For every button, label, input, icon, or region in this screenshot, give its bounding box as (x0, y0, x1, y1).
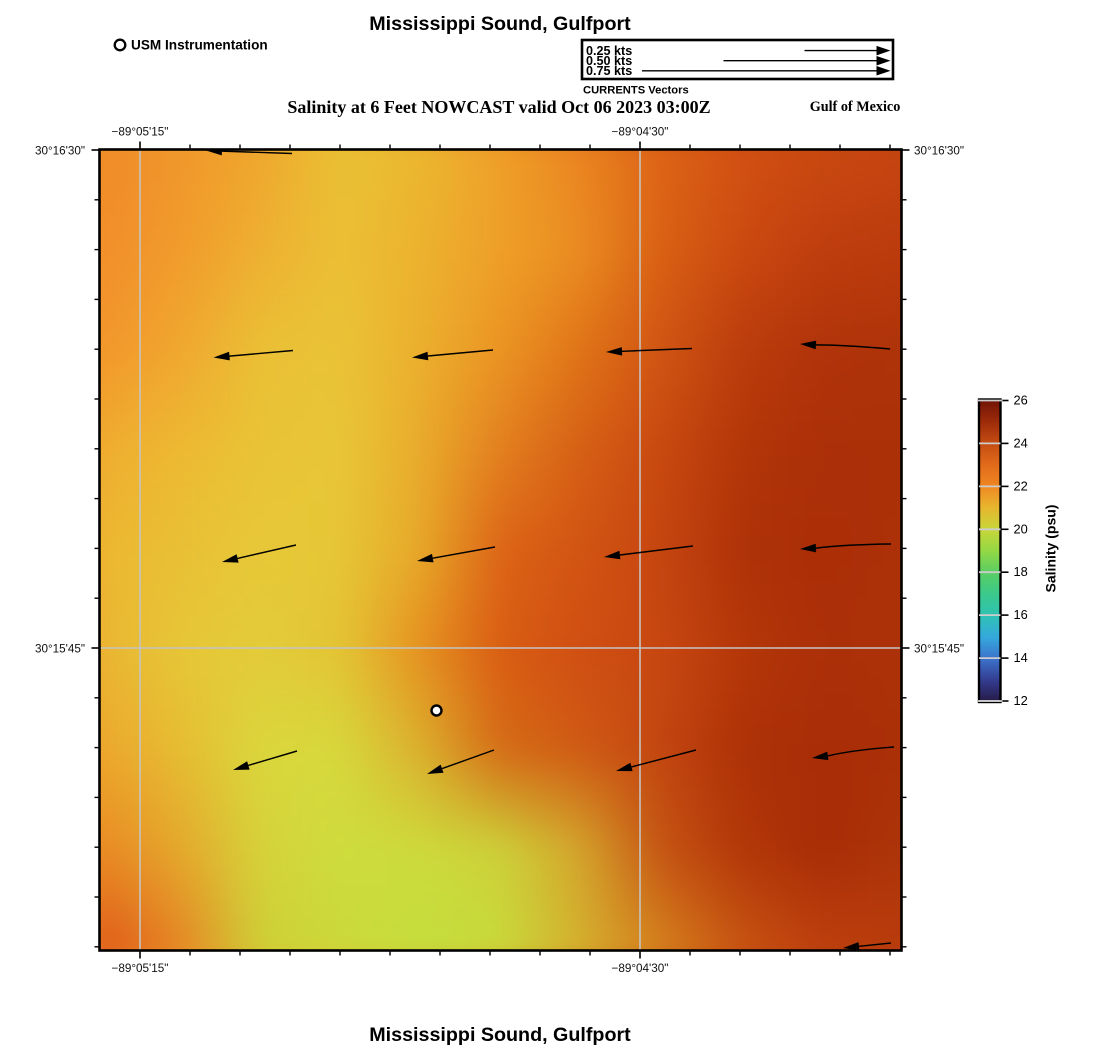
svg-text:0.50 kts: 0.50 kts (586, 54, 632, 68)
svg-text:CURRENTS Vectors: CURRENTS Vectors (583, 85, 689, 97)
svg-text:30°16'30": 30°16'30" (35, 145, 85, 158)
svg-text:16: 16 (1014, 607, 1028, 622)
svg-text:12: 12 (1014, 693, 1028, 708)
svg-text:22: 22 (1014, 478, 1028, 493)
svg-text:20: 20 (1014, 521, 1028, 536)
svg-text:30°15'45": 30°15'45" (914, 643, 964, 656)
svg-text:Mississippi Sound, Gulfport: Mississippi Sound, Gulfport (369, 13, 631, 35)
svg-text:0.75 kts: 0.75 kts (586, 64, 632, 78)
svg-text:30°16'30": 30°16'30" (914, 145, 964, 158)
svg-text:Mississippi Sound, Gulfport: Mississippi Sound, Gulfport (369, 1024, 631, 1046)
svg-text:−89°05'15": −89°05'15" (112, 126, 169, 139)
svg-text:USM Instrumentation: USM Instrumentation (131, 38, 268, 53)
svg-text:Salinity (psu): Salinity (psu) (1043, 505, 1059, 593)
svg-text:−89°04'30": −89°04'30" (612, 962, 669, 975)
svg-text:0.25 kts: 0.25 kts (586, 44, 632, 58)
svg-text:24: 24 (1014, 435, 1028, 450)
svg-text:−89°04'30": −89°04'30" (612, 126, 669, 139)
svg-text:14: 14 (1014, 650, 1028, 665)
svg-text:18: 18 (1014, 564, 1028, 579)
svg-text:Salinity at 6 Feet NOWCAST val: Salinity at 6 Feet NOWCAST valid Oct 06 … (287, 97, 710, 117)
svg-text:30°15'45": 30°15'45" (35, 643, 85, 656)
svg-text:26: 26 (1014, 393, 1028, 408)
svg-text:−89°05'15": −89°05'15" (112, 962, 169, 975)
svg-text:Gulf of Mexico: Gulf of Mexico (810, 99, 901, 115)
